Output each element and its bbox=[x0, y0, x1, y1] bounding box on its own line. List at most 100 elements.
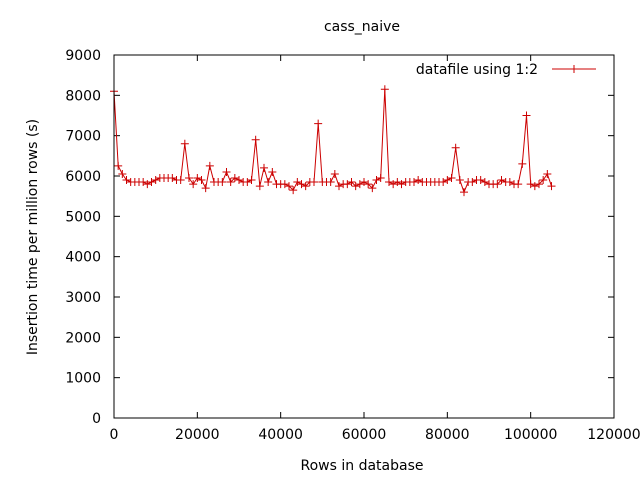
data-point bbox=[289, 186, 298, 195]
data-point bbox=[264, 178, 273, 187]
data-point bbox=[147, 178, 156, 187]
data-point bbox=[205, 161, 214, 170]
x-tick-label: 60000 bbox=[342, 427, 387, 443]
data-point bbox=[372, 176, 381, 185]
data-point bbox=[522, 111, 531, 120]
data-point bbox=[260, 163, 268, 172]
data-point bbox=[180, 139, 189, 148]
data-point bbox=[151, 176, 160, 185]
y-tick-label: 0 bbox=[92, 411, 101, 427]
data-point bbox=[380, 85, 389, 94]
data-point bbox=[476, 176, 485, 185]
data-point bbox=[460, 188, 468, 197]
data-point bbox=[230, 174, 239, 183]
legend-label: datafile using 1:2 bbox=[416, 62, 538, 78]
series-group bbox=[110, 85, 556, 197]
legend-swatch-marker bbox=[570, 65, 578, 73]
data-point bbox=[251, 135, 260, 144]
x-tick-label: 80000 bbox=[425, 427, 470, 443]
x-tick-label: 40000 bbox=[258, 427, 303, 443]
data-point bbox=[185, 174, 193, 183]
data-point bbox=[280, 180, 289, 189]
data-point bbox=[376, 174, 385, 183]
data-point bbox=[535, 180, 543, 189]
data-point bbox=[222, 167, 231, 176]
data-point bbox=[368, 184, 377, 193]
y-tick-label: 5000 bbox=[65, 209, 101, 225]
data-point bbox=[443, 176, 452, 185]
data-point bbox=[168, 174, 177, 183]
data-point bbox=[176, 176, 185, 185]
data-point bbox=[447, 174, 456, 183]
data-point bbox=[235, 176, 243, 185]
data-point bbox=[293, 178, 302, 187]
data-point bbox=[301, 182, 310, 191]
data-point bbox=[505, 178, 514, 187]
data-point bbox=[310, 178, 318, 187]
data-point bbox=[530, 182, 539, 191]
data-point bbox=[243, 178, 252, 187]
plot-frame bbox=[113, 54, 615, 419]
x-tick-label: 100000 bbox=[504, 427, 557, 443]
legend: datafile using 1:2 bbox=[416, 62, 596, 78]
data-point bbox=[255, 182, 264, 191]
data-point bbox=[122, 176, 131, 185]
y-tick-label: 3000 bbox=[65, 290, 101, 306]
data-point bbox=[139, 178, 148, 187]
data-point bbox=[347, 178, 356, 187]
y-tick-label: 8000 bbox=[65, 88, 101, 104]
data-point bbox=[351, 182, 360, 191]
data-point bbox=[326, 178, 335, 187]
data-point bbox=[360, 178, 368, 187]
data-point bbox=[118, 169, 127, 178]
data-point bbox=[189, 180, 198, 189]
data-point bbox=[414, 176, 423, 185]
data-point bbox=[364, 180, 373, 189]
data-point bbox=[393, 178, 402, 187]
data-point bbox=[480, 178, 489, 187]
data-point bbox=[197, 176, 206, 185]
data-point bbox=[330, 169, 339, 178]
data-point bbox=[201, 184, 210, 193]
y-tick-label: 1000 bbox=[65, 371, 101, 387]
data-point bbox=[389, 180, 398, 189]
data-point bbox=[268, 167, 277, 176]
data-point bbox=[497, 176, 506, 185]
x-axis-label: Rows in database bbox=[301, 458, 424, 474]
data-point bbox=[526, 180, 535, 189]
axis-ticks: 0 20000 40000 60000 80000 100000 120000 0 1000 20… bbox=[65, 48, 640, 443]
x-tick-label: 20000 bbox=[175, 427, 220, 443]
data-point bbox=[397, 180, 406, 189]
data-point bbox=[247, 176, 256, 185]
data-point bbox=[226, 178, 235, 187]
data-point bbox=[335, 182, 343, 191]
y-tick-label: 7000 bbox=[65, 129, 101, 145]
data-point bbox=[547, 182, 556, 191]
legend-marker bbox=[570, 65, 578, 73]
data-point bbox=[114, 161, 123, 170]
y-axis-label: Insertion time per million rows (s) bbox=[25, 119, 41, 355]
data-point bbox=[518, 159, 527, 168]
data-point bbox=[543, 169, 552, 178]
x-tick-label: 120000 bbox=[587, 427, 640, 443]
series-line bbox=[113, 89, 552, 194]
data-point bbox=[539, 176, 548, 185]
x-tick-label: 0 bbox=[110, 427, 119, 443]
data-point bbox=[343, 180, 352, 189]
data-point bbox=[451, 143, 460, 152]
y-tick-label: 4000 bbox=[65, 250, 101, 266]
data-point bbox=[439, 178, 448, 187]
data-point bbox=[285, 182, 293, 191]
chart-title: cass_naive bbox=[324, 19, 400, 35]
data-point bbox=[218, 178, 227, 187]
data-point bbox=[493, 180, 502, 189]
y-tick-label: 6000 bbox=[65, 169, 101, 185]
y-tick-label: 2000 bbox=[65, 330, 101, 346]
data-point bbox=[455, 176, 464, 185]
data-point bbox=[193, 174, 202, 183]
data-point bbox=[314, 119, 323, 128]
data-point bbox=[355, 180, 364, 189]
data-point bbox=[468, 178, 477, 187]
y-tick-label: 9000 bbox=[65, 48, 101, 64]
